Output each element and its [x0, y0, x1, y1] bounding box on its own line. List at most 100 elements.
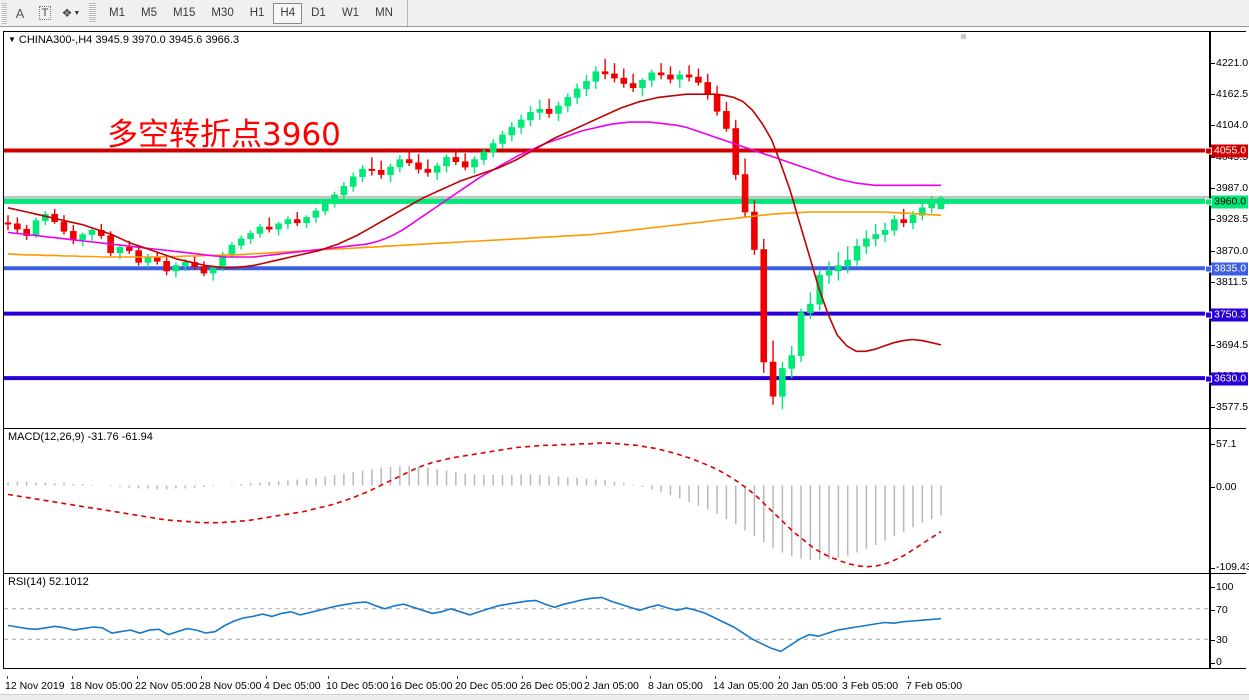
time-axis-label: 16 Dec 05:00	[390, 680, 453, 692]
time-axis-tick	[392, 676, 393, 679]
time-axis-tick	[137, 676, 138, 679]
timeframe-m30[interactable]: M30	[211, 7, 234, 19]
price-tick-label: 3811.5	[1216, 275, 1248, 288]
price-scale-axis	[1210, 32, 1211, 428]
toolbar-separator-grip[interactable]	[89, 3, 96, 23]
macd-svg	[7, 442, 942, 568]
price-tick-label: 4162.5	[1216, 87, 1249, 100]
time-axis-tick	[266, 676, 267, 679]
time-axis-label: 8 Jan 05:00	[648, 680, 703, 692]
price-tick	[1211, 281, 1215, 283]
rsi-panel[interactable]: RSI(14) 52.1012	[3, 573, 1210, 669]
time-axis-tick	[908, 676, 909, 679]
time-axis-label: 20 Dec 05:00	[455, 680, 518, 692]
price-level-badge-3835-0[interactable]: 3835.0	[1211, 262, 1249, 276]
time-axis-label: 18 Nov 05:00	[70, 680, 133, 692]
time-axis-tick	[522, 676, 523, 679]
time-axis-label: 12 Nov 2019	[5, 680, 65, 692]
price-tick-label: 3694.5	[1216, 338, 1249, 351]
macd-tick	[1211, 568, 1215, 569]
macd-plot-area[interactable]	[4, 429, 1209, 573]
price-scale[interactable]: 4221.04162.54104.04045.53987.03928.53870…	[1205, 31, 1249, 429]
text-tool-a-icon[interactable]: A	[15, 5, 25, 21]
price-level-badge-4055-0[interactable]: 4055.0	[1211, 144, 1249, 158]
rsi-tick-label: 100	[1216, 581, 1234, 593]
rsi-plot-area[interactable]	[4, 574, 1209, 668]
price-level-badge-3750-3[interactable]: 3750.3	[1211, 308, 1249, 322]
price-tick-label: 3870.0	[1216, 244, 1249, 257]
price-level-badge-3960-0[interactable]: 3960.0	[1211, 195, 1249, 209]
price-candlestick-svg	[4, 58, 1209, 410]
price-level-handle[interactable]	[1205, 198, 1212, 206]
time-axis-label: 28 Nov 05:00	[199, 680, 262, 692]
timeframe-m5[interactable]: M5	[140, 7, 157, 19]
toolbar-divider	[406, 0, 408, 26]
price-level-badge-3630-0[interactable]: 3630.0	[1211, 372, 1249, 386]
time-axis-tick	[586, 676, 587, 679]
macd-tick	[1211, 486, 1215, 488]
macd-scale[interactable]: 57.1 0.00 -109.43	[1210, 428, 1249, 574]
rsi-tick-label: 30	[1216, 634, 1228, 647]
price-tick	[1211, 187, 1215, 189]
price-panel[interactable]: ▼ CHINA300-,H4 3945.9 3970.0 3945.6 3966.…	[3, 31, 1210, 429]
price-tick	[1211, 125, 1215, 127]
timeframe-h1[interactable]: H1	[249, 7, 265, 19]
macd-tick	[1211, 444, 1215, 445]
time-axis-tick	[779, 676, 780, 679]
rsi-tick-label: 70	[1216, 603, 1228, 616]
rsi-tick	[1211, 609, 1215, 611]
time-axis-tick	[715, 676, 716, 679]
price-panel-title: ▼ CHINA300-,H4 3945.9 3970.0 3945.6 3966.…	[8, 34, 239, 46]
macd-tick-label: 0.00	[1216, 480, 1237, 493]
price-level-handle[interactable]	[1205, 375, 1212, 383]
chart-frame: ▼ CHINA300-,H4 3945.9 3970.0 3945.6 3966.…	[3, 31, 1249, 676]
timeframe-m1[interactable]: M1	[109, 7, 125, 19]
color-picker-icon[interactable]: ❖ ▼	[58, 2, 84, 24]
price-tick-label: 3577.5	[1216, 401, 1249, 414]
time-axis-label: 20 Jan 05:00	[777, 680, 838, 692]
macd-tick-label: -109.43	[1216, 561, 1249, 573]
price-tick-label: 4104.0	[1216, 119, 1249, 132]
text-label-tool-icon[interactable]: T	[34, 2, 56, 24]
time-axis-tick	[650, 676, 651, 679]
price-level-handle[interactable]	[1205, 311, 1212, 319]
chevron-down-icon[interactable]: ▼	[73, 9, 81, 17]
macd-scale-axis	[1210, 429, 1211, 573]
time-axis-tick	[844, 676, 845, 679]
timeframe-h4[interactable]: H4	[273, 2, 303, 24]
price-tick	[1211, 93, 1215, 95]
rsi-tick-label: 0	[1216, 656, 1222, 668]
macd-panel[interactable]: MACD(12,26,9) -31.76 -61.94	[3, 428, 1210, 574]
price-level-handle[interactable]	[1205, 147, 1212, 155]
toolbar-grip[interactable]	[1, 2, 7, 24]
price-tick-label: 3928.5	[1216, 213, 1249, 226]
price-tick	[1211, 62, 1215, 64]
time-axis-tick	[7, 676, 8, 679]
rsi-scale[interactable]: 100 70 30 0	[1210, 573, 1246, 669]
time-axis-label: 22 Nov 05:00	[135, 680, 198, 692]
collapse-triangle-icon[interactable]: ▼	[8, 35, 16, 44]
price-tick	[1211, 219, 1215, 221]
time-axis-tick	[201, 676, 202, 679]
timeframe-mn[interactable]: MN	[375, 7, 393, 19]
time-axis-label: 4 Dec 05:00	[264, 680, 321, 692]
macd-tick-label: 57.1	[1216, 438, 1237, 450]
price-tick	[1211, 344, 1215, 346]
toolbar: A T ❖ ▼ M1 M5 M15 M30 H1 H4 D1 W1 MN	[0, 0, 1249, 27]
timeframe-m15[interactable]: M15	[172, 7, 196, 19]
chart-object-marker[interactable]	[961, 34, 966, 39]
time-axis-tick	[72, 676, 73, 679]
time-axis-label: 2 Jan 05:00	[584, 680, 639, 692]
time-axis-label: 3 Feb 05:00	[842, 680, 899, 692]
time-axis-tick	[328, 676, 329, 679]
price-level-handle[interactable]	[1205, 265, 1212, 273]
rsi-scale-axis	[1210, 574, 1211, 668]
chart-annotation-text[interactable]: 多空转折点3960	[107, 117, 341, 153]
timeframe-d1[interactable]: D1	[311, 7, 326, 19]
rsi-panel-title: RSI(14) 52.1012	[8, 576, 89, 588]
timeframe-w1[interactable]: W1	[341, 7, 360, 19]
price-plot-area[interactable]	[4, 32, 1209, 428]
time-axis-label: 10 Dec 05:00	[326, 680, 389, 692]
price-panel-title-text: CHINA300-,H4 3945.9 3970.0 3945.6 3966.3	[18, 34, 240, 46]
time-axis-label: 14 Jan 05:00	[713, 680, 774, 692]
